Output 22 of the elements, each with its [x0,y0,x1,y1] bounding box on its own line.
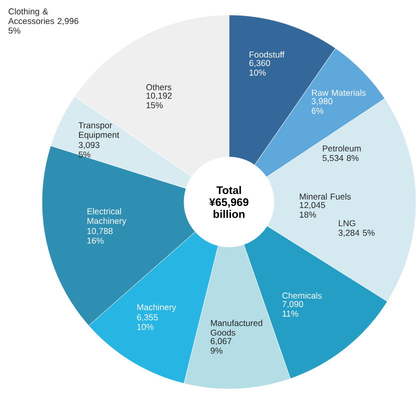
slice-label: Raw Materials [312,90,366,96]
text: Clothing & Accessories 2,996 5% [8,8,78,34]
data-label: 10,192 15% [146,92,172,108]
data-label: 7,090 11% [282,301,304,317]
slice-label: Transpor Equipment [78,122,120,140]
data-label: 3,980 6% [312,98,332,114]
data-label: 3,093 5% [78,142,100,158]
data-label: 12,045 18% [300,202,326,218]
data-label: 6,360 10% [249,60,270,76]
data-label: 10,788 16% [87,228,113,244]
slice-label: Foodstuff [250,51,285,58]
slice-label: Electrical Machinery [87,208,126,226]
text: LNG 3,284 5% [338,220,375,237]
data-label: 6,355 10% [137,314,158,330]
slice-label: Others [146,84,172,90]
data-label: 6,067 9% [210,338,232,354]
text: Petroleum 5,534 8% [322,145,361,162]
slice-label: Chemicals [282,292,322,299]
text: Total ¥65,969 billion [209,186,248,218]
slice-label: Manufactured Goods [210,320,262,336]
slice-label: Mineral Fuels [300,193,351,200]
slice-label: Machinery [137,304,176,312]
